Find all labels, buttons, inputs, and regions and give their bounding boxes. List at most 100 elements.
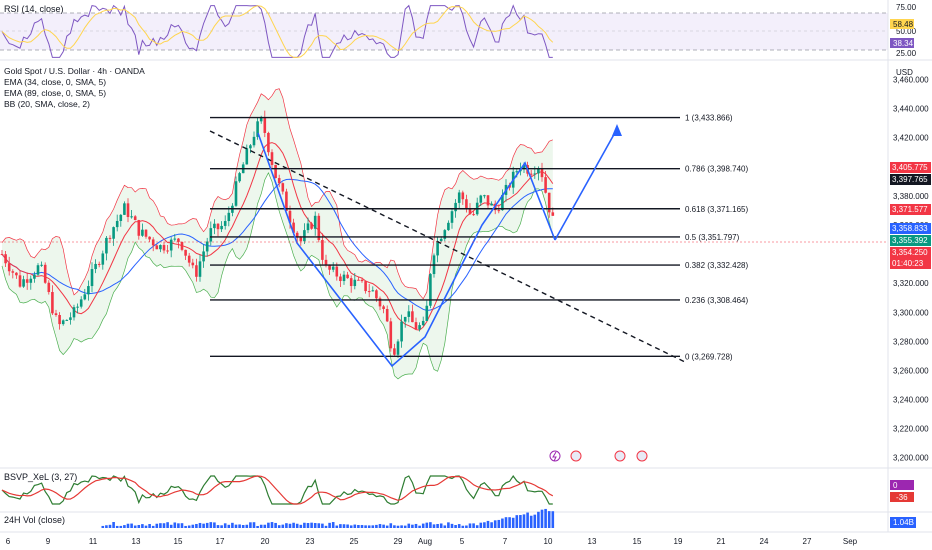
candle-body	[393, 348, 396, 355]
time-tick-label: 17	[216, 537, 225, 546]
symbol-title[interactable]: Gold Spot / U.S. Dollar · 4h · OANDA	[4, 66, 145, 76]
volume-bar	[393, 525, 396, 528]
candle-body	[173, 238, 177, 240]
candle-body	[245, 148, 249, 165]
volume-bar	[367, 525, 371, 528]
fib-level-label: 0.382 (3,332.428)	[685, 261, 748, 270]
volume-bar	[220, 525, 223, 528]
price-tag-label: 3,371.577	[892, 205, 928, 214]
volume-bar	[396, 525, 400, 528]
volume-bar	[205, 522, 209, 528]
us-flag-icon-2[interactable]	[614, 450, 626, 462]
volume-bar	[526, 512, 529, 528]
volume-bar	[191, 524, 195, 528]
lightning-icon[interactable]	[549, 450, 561, 462]
candle-body	[540, 168, 544, 178]
volume-bar	[216, 525, 220, 528]
volume-bar	[360, 525, 364, 528]
candle-body	[180, 241, 184, 250]
volume-bar	[407, 523, 411, 528]
candle-body	[533, 173, 537, 175]
volume-bar	[479, 522, 483, 528]
volume-bar	[436, 523, 439, 528]
volume-bar	[450, 523, 454, 528]
volume-bar	[447, 522, 450, 528]
candle-body	[321, 240, 324, 260]
candle-body	[270, 152, 274, 165]
candle-body	[389, 321, 393, 349]
volume-bar	[277, 525, 281, 528]
oscillator-label: BSVP_XeL (3, 27)	[4, 472, 77, 482]
price-pane: 1 (3,433.866) 0.786 (3,398.740) 0.618 (3,3…	[0, 88, 888, 380]
volume-bar	[346, 524, 349, 528]
volume-bar	[292, 522, 295, 528]
projection-arrow-line[interactable]	[554, 128, 618, 241]
volume-bar	[105, 525, 108, 528]
us-flag-icon-1[interactable]	[570, 450, 582, 462]
candle-body	[303, 230, 306, 242]
candle-body	[367, 291, 371, 293]
candle-body	[162, 245, 166, 251]
time-tick-label: Aug	[418, 537, 432, 546]
candle-body	[501, 194, 504, 211]
price-tick-label: 3,200.000	[893, 454, 929, 463]
volume-bar	[328, 522, 331, 528]
harmonic-pattern-line[interactable]	[257, 132, 556, 368]
candle-body	[274, 164, 277, 179]
volume-bar	[223, 523, 227, 528]
volume-bar	[173, 522, 177, 528]
candle-body	[537, 168, 540, 174]
candle-body	[61, 320, 65, 325]
volume-bar	[141, 524, 144, 528]
candle-body	[166, 250, 169, 252]
candle-body	[310, 223, 313, 229]
candle-body	[195, 265, 198, 277]
volume-bar	[101, 525, 105, 528]
volume-bar	[349, 525, 353, 528]
candle-body	[220, 225, 223, 230]
trend-line-dashed[interactable]	[209, 130, 686, 363]
price-tag-bg	[890, 258, 931, 269]
candle-body	[483, 195, 486, 197]
legend-ema-34[interactable]: EMA (34, close, 0, SMA, 5)	[4, 77, 107, 87]
volume-bar	[267, 522, 270, 528]
candle-body	[425, 305, 429, 321]
rsi-tag-value-bg	[890, 38, 914, 48]
legend-bollinger[interactable]: BB (20, SMA, close, 2)	[4, 99, 90, 109]
currency-label: USD	[896, 68, 913, 77]
volume-bar	[371, 525, 375, 528]
candle-body	[335, 266, 339, 277]
price-axis[interactable]: 3,460.0003,440.0003,420.0003,400.0003,38…	[893, 76, 929, 463]
candle-body	[141, 229, 144, 236]
volume-pane: 24H Vol (close) 1.04B	[4, 508, 916, 528]
volume-bar	[313, 523, 317, 528]
volume-bar	[130, 523, 133, 528]
legend-ema-89[interactable]: EMA (89, close, 0, SMA, 5)	[4, 88, 107, 98]
volume-bar	[508, 517, 511, 528]
candle-body	[79, 299, 83, 307]
volume-bar	[303, 522, 306, 528]
volume-bar	[335, 525, 339, 528]
candle-body	[54, 313, 58, 316]
rsi-line	[1, 4, 553, 58]
candle-body	[443, 230, 447, 239]
us-flag-icon-3[interactable]	[636, 450, 648, 462]
volume-bar	[187, 525, 191, 528]
candle-body	[346, 274, 349, 279]
oscillator-green-line	[1, 474, 553, 505]
time-axis[interactable]: 6 9 11 13 15 17 20 23 25 29 Aug 5 7 10 13 15 19 21 24 27 Sep	[6, 537, 858, 546]
time-tick-label: 19	[674, 537, 683, 546]
fib-level-label: 0.786 (3,398.740)	[685, 165, 748, 174]
volume-bar	[112, 522, 115, 528]
time-tick-label: 9	[46, 537, 51, 546]
volume-bar	[123, 525, 126, 528]
volume-bar	[490, 522, 493, 528]
candle-body	[40, 264, 43, 266]
volume-bar	[299, 524, 303, 528]
volume-bar	[457, 524, 461, 528]
time-tick-label: 27	[803, 537, 812, 546]
volume-bar	[533, 514, 537, 528]
candle-body	[198, 261, 202, 277]
candle-body	[108, 237, 112, 239]
